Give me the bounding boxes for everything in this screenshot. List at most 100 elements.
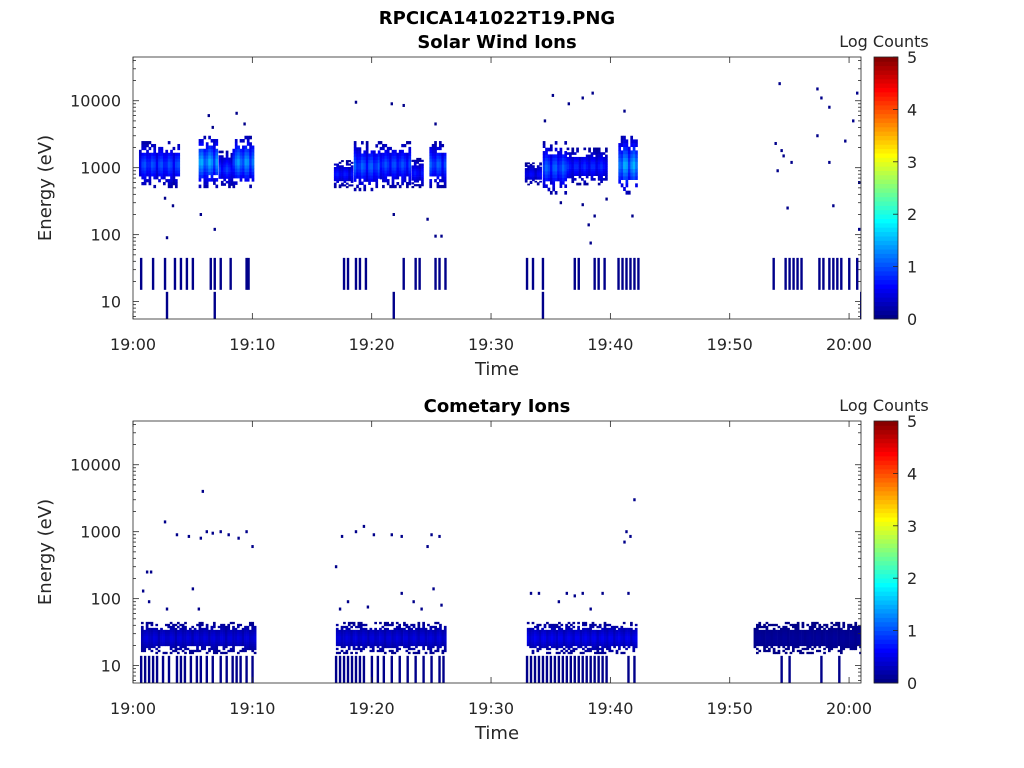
heatmap-cell [164,629,168,633]
heatmap-cell [572,641,576,645]
heatmap-cell [360,153,364,157]
heatmap-cell [610,635,614,639]
heatmap-cell [249,158,252,163]
heatmap-cell [417,649,421,653]
heatmap-bar [398,655,401,683]
heatmap-cell [215,161,219,166]
heatmap-cell [212,629,216,633]
heatmap-cell [558,645,561,649]
heatmap-cell [529,180,533,183]
heatmap-cell [251,645,255,649]
heatmap-cell [791,645,795,649]
heatmap-cell [529,165,533,167]
heatmap-cell [172,623,175,627]
heatmap-cell [539,175,542,177]
heatmap-bar [173,257,177,290]
heatmap-cell [220,627,223,631]
heatmap-cell [549,191,553,195]
heatmap-cell [150,639,154,643]
heatmap-cell [369,637,373,641]
heatmap-cell [406,182,409,186]
heatmap-cell [174,179,178,183]
heatmap-cell [429,167,433,171]
heatmap-cell [398,641,401,645]
heatmap-bar [231,655,234,683]
heatmap-cell [357,621,361,625]
heatmap-cell [534,637,537,641]
heatmap-cell [772,649,776,653]
heatmap-cell [251,145,255,150]
heatmap-cell [391,635,394,639]
heatmap-cell [143,637,147,641]
heatmap-cell [844,629,848,633]
heatmap-cell [345,633,349,637]
heatmap-cell [246,637,250,641]
heatmap-cell [526,641,530,645]
heatmap-cell [545,174,548,178]
heatmap-cell [777,643,781,647]
heatmap-cell [369,641,373,645]
heatmap-cell [200,629,204,633]
heatmap-cell [529,182,533,184]
panel-title: Cometary Ions [424,396,571,417]
heatmap-cell [205,171,209,176]
heatmap-cell [210,647,214,651]
heatmap-pixel [354,530,358,534]
heatmap-cell [203,171,207,176]
heatmap-cell [620,637,624,641]
heatmap-cell [242,155,245,159]
heatmap-cell [422,623,425,627]
heatmap-cell [594,639,597,643]
heatmap-cell [179,629,183,633]
heatmap-cell [755,643,759,647]
colorbar-segment [874,96,898,102]
heatmap-cell [220,169,224,172]
heatmap-cell [851,637,855,641]
heatmap-cell [382,158,385,162]
heatmap-cell [570,639,573,643]
heatmap-cell [827,643,831,647]
heatmap-cell [174,164,178,168]
heatmap-cell [538,645,542,649]
heatmap-cell [410,639,413,643]
heatmap-cell [610,633,614,637]
heatmap-bar [569,655,572,683]
heatmap-cell [162,167,166,171]
heatmap-bar [796,257,799,290]
heatmap-cell [760,631,764,635]
heatmap-cell [213,178,216,182]
heatmap-cell [386,637,389,641]
heatmap-cell [232,148,236,153]
heatmap-cell [232,171,236,176]
heatmap-cell [230,155,234,158]
heatmap-cell [150,173,154,177]
heatmap-cell [531,627,535,631]
heatmap-cell [536,635,540,639]
heatmap-cell [143,182,147,186]
heatmap-cell [767,629,771,633]
heatmap-cell [581,161,584,165]
heatmap-cell [835,631,838,635]
heatmap-cell [849,635,853,639]
heatmap-cell [224,651,228,655]
heatmap-cell [441,649,445,653]
heatmap-cell [345,651,349,655]
heatmap-cell [358,153,362,157]
heatmap-bar [629,257,632,290]
heatmap-cell [140,629,144,633]
heatmap-cell [622,627,626,631]
heatmap-cell [246,168,250,172]
heatmap-cell [338,643,341,647]
heatmap-cell [162,643,166,647]
heatmap-cell [143,629,147,633]
heatmap-cell [854,631,858,635]
heatmap-cell [167,623,171,627]
heatmap-cell [379,633,382,637]
heatmap-cell [177,161,181,165]
heatmap-cell [421,165,424,168]
heatmap-cell [374,639,377,643]
x-tick-label: 19:30 [468,699,514,718]
heatmap-cell [407,639,411,643]
heatmap-cell [379,647,382,651]
heatmap-cell [179,647,183,651]
